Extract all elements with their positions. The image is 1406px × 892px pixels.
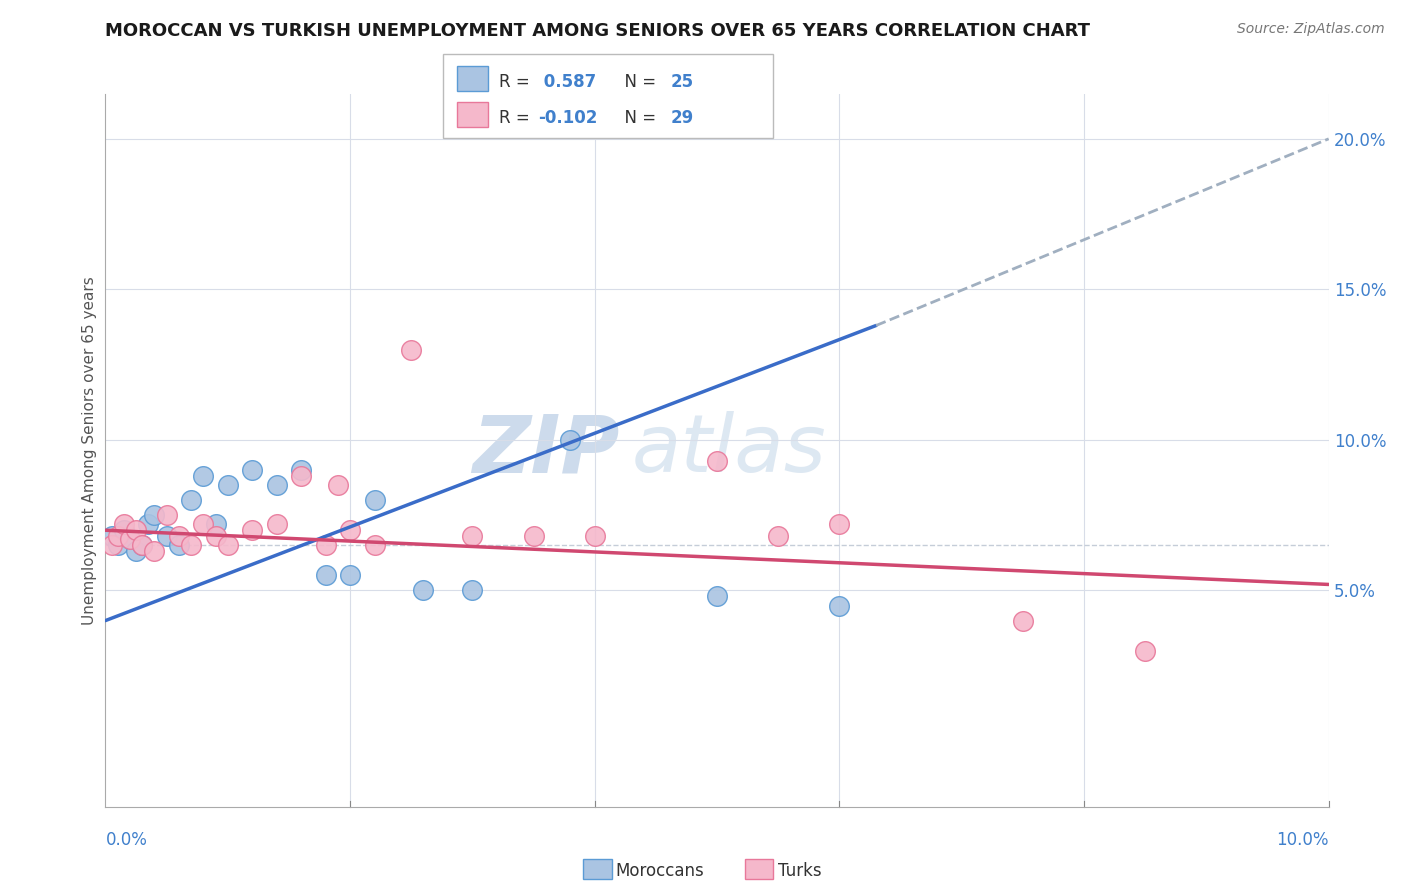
Point [217,478,239,492]
Text: atlas: atlas [631,411,827,490]
Y-axis label: Unemployment Among Seniors over 65 years: Unemployment Among Seniors over 65 years [82,277,97,624]
Point [461,529,484,543]
Point [107,538,129,552]
Text: MOROCCAN VS TURKISH UNEMPLOYMENT AMONG SENIORS OVER 65 YEARS CORRELATION CHART: MOROCCAN VS TURKISH UNEMPLOYMENT AMONG S… [105,22,1091,40]
Point [100,538,122,552]
Text: 29: 29 [671,109,695,127]
Point [155,529,177,543]
Text: Turks: Turks [778,862,821,880]
Point [315,538,337,552]
Point [363,538,385,552]
Point [315,568,337,582]
Point [266,517,288,532]
Point [204,517,226,532]
Point [118,533,141,547]
Point [131,538,153,552]
Point [143,508,166,523]
Point [326,478,349,492]
Text: N =: N = [614,73,662,91]
Text: 0.587: 0.587 [538,73,596,91]
Point [828,517,851,532]
Point [401,343,423,357]
Point [107,529,129,543]
Point [583,529,606,543]
Point [167,529,190,543]
Point [706,590,728,604]
Point [217,538,239,552]
Point [339,523,361,537]
Point [266,478,288,492]
Point [143,544,166,558]
Text: N =: N = [614,109,662,127]
Point [1011,614,1033,628]
Point [193,517,215,532]
Point [523,529,546,543]
Point [461,583,484,598]
Point [131,538,153,552]
Point [1133,643,1156,657]
Point [118,533,141,547]
Text: R =: R = [499,109,536,127]
Point [768,529,790,543]
Text: Source: ZipAtlas.com: Source: ZipAtlas.com [1237,22,1385,37]
Text: 25: 25 [671,73,693,91]
Point [240,523,263,537]
Point [125,544,148,558]
Point [204,529,226,543]
Text: -0.102: -0.102 [538,109,598,127]
Text: 10.0%: 10.0% [1277,831,1329,849]
Point [180,493,202,508]
Point [363,493,385,508]
Text: ZIP: ZIP [472,411,619,490]
Point [180,538,202,552]
Point [167,538,190,552]
Point [112,523,135,537]
Text: Moroccans: Moroccans [616,862,704,880]
Point [125,523,148,537]
Point [828,599,851,613]
Point [412,583,434,598]
Point [290,469,312,483]
Point [560,433,582,447]
Point [339,568,361,582]
Point [112,517,135,532]
Point [290,463,312,477]
Text: 0.0%: 0.0% [105,831,148,849]
Point [193,469,215,483]
Text: R =: R = [499,73,536,91]
Point [136,517,159,532]
Point [100,529,122,543]
Point [240,463,263,477]
Point [706,454,728,468]
Point [155,508,177,523]
